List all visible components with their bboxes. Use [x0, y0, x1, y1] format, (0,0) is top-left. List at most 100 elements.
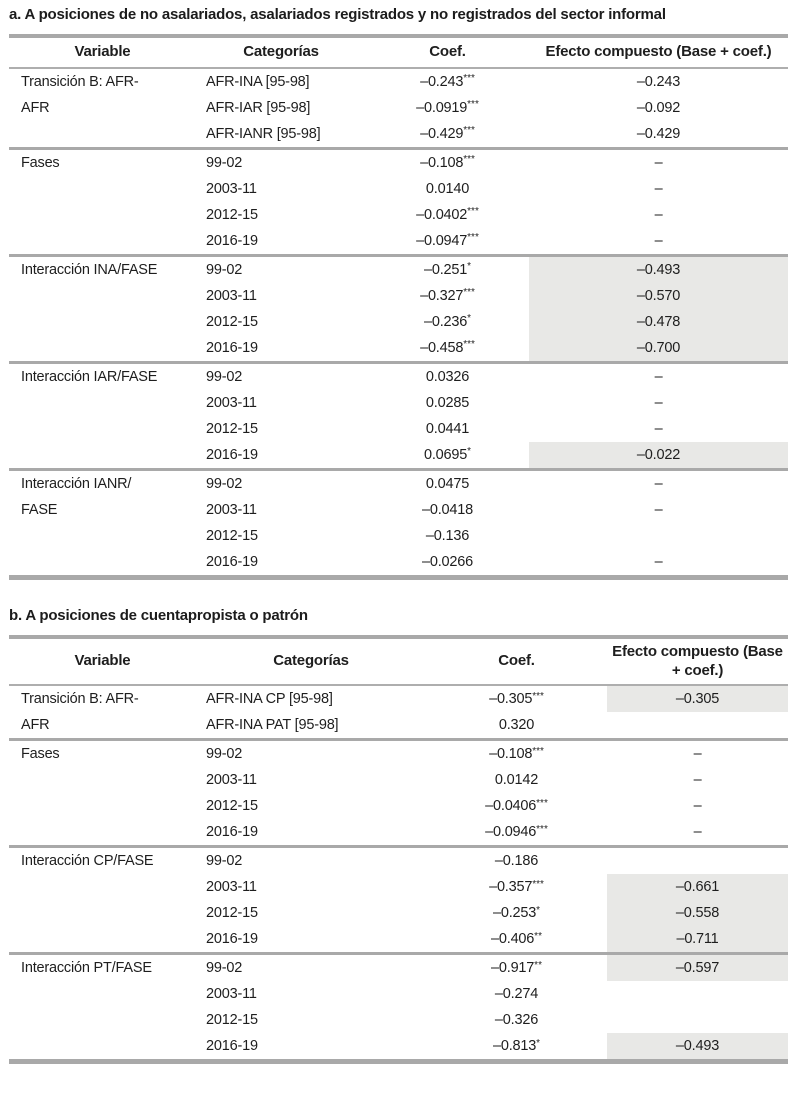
coef-cell: –0.0946***: [426, 819, 607, 847]
variable-cell: Interacción PT/FASE: [9, 952, 196, 1062]
table-row: 2016-19 –0.0947*** –: [9, 228, 788, 256]
variable-cell: Fases: [9, 146, 196, 256]
coef-value: –0.406: [491, 931, 535, 948]
significance-stars: ***: [463, 287, 475, 299]
significance-stars: *: [536, 904, 541, 916]
table-row: Interacción CP/FASE 99-02 –0.186: [9, 845, 788, 954]
column-header-2: Categorías: [196, 634, 426, 687]
coef-cell: –0.327***: [366, 283, 529, 309]
efecto-compuesto-cell: –: [529, 467, 788, 497]
categoria-cell: AFR-INA [95-98]: [206, 73, 310, 90]
table-row: 2012-15 0.0441 –: [9, 416, 788, 442]
table-row: Interacción INA/FASE 99-02 –0.251* –0.493: [9, 253, 788, 363]
table-row: Interacción IANR/ FASE 99-02 0.0475 –: [9, 467, 788, 578]
coef-cell: 0.0140: [366, 176, 529, 202]
column-header-4: Efecto compuesto (Base + coef.): [607, 634, 788, 687]
table-row: Interacción IAR/FASE 99-02 0.0326 –: [9, 360, 788, 470]
table-row: 2003-11 –0.327*** –0.570: [9, 282, 788, 309]
table-row: 2003-11 0.0285 –: [9, 390, 788, 416]
categoria-cell: 2012-15: [206, 420, 258, 437]
table-row: 2003-11 –0.357*** –0.661: [9, 874, 788, 901]
categoria-cell: 99-02: [196, 845, 426, 875]
significance-stars: ***: [463, 154, 475, 166]
efecto-compuesto-cell: –: [654, 180, 663, 197]
coef-value: –0.0406: [485, 798, 537, 815]
coef-value: –0.327: [420, 287, 464, 304]
table-row: 2016-19 –0.813* –0.493: [9, 1033, 788, 1062]
significance-stars: ***: [463, 339, 475, 351]
column-header-3: Coef.: [366, 34, 529, 69]
categoria-cell: 2012-15: [206, 905, 258, 922]
panel-a-title: a. A posiciones de no asalariados, asala…: [9, 6, 666, 23]
column-header-1: Variable: [9, 634, 196, 687]
variable-cell: Fases: [9, 738, 196, 847]
coef-value: –0.253: [492, 905, 537, 922]
coef-cell: –0.186: [426, 845, 607, 875]
variable-cell: Interacción IANR/ FASE: [9, 467, 196, 578]
efecto-compuesto-cell: –0.493: [529, 253, 788, 283]
panel-a-section: a. A posiciones de no asalariados, asala…: [9, 6, 788, 580]
efecto-compuesto-cell: [607, 712, 788, 740]
column-header-4: Efecto compuesto (Base + coef.): [529, 34, 788, 69]
efecto-compuesto-cell: –: [529, 360, 788, 390]
coef-cell: –0.458***: [366, 335, 529, 363]
coef-cell: 0.0695*: [366, 442, 529, 470]
efecto-compuesto-cell: –0.243: [636, 73, 681, 90]
coef-value: 0.0475: [425, 475, 470, 492]
table-row: AFR-INA PAT [95-98] 0.320: [9, 712, 788, 740]
table-row: 2016-19 –0.458*** –0.700: [9, 334, 788, 363]
significance-stars: ***: [467, 206, 479, 218]
coef-value: 0.0140: [425, 180, 470, 197]
column-header-3: Coef.: [426, 634, 607, 687]
significance-stars: ***: [463, 125, 475, 137]
coef-value: –0.243: [420, 73, 464, 90]
categoria-cell: 2016-19: [206, 553, 258, 570]
coef-value: 0.0695: [423, 446, 468, 463]
coef-value: –0.813: [492, 1038, 537, 1055]
coef-value: –0.0947: [416, 232, 468, 249]
panel-b-table: Variable Categorías Coef. Efecto compuesto …: [9, 634, 788, 1065]
categoria-cell: 99-02: [196, 253, 366, 283]
categoria-cell: AFR-INA PAT [95-98]: [206, 717, 339, 734]
categoria-cell: 2012-15: [206, 206, 258, 223]
coef-cell: –0.0919***: [366, 95, 529, 121]
coef-value: –0.917: [491, 960, 535, 977]
efecto-compuesto-cell: –0.597: [607, 952, 788, 982]
coef-cell: –0.236*: [366, 309, 529, 335]
efecto-compuesto-cell: –: [693, 824, 702, 841]
categoria-cell: 2016-19: [206, 232, 258, 249]
efecto-compuesto-cell: –: [607, 738, 788, 768]
table-row: Transición B: AFR- AFR AFR-INA [95-98] –0.…: [9, 68, 788, 116]
table-row: 2012-15 –0.0402*** –: [9, 202, 788, 228]
categoria-cell: 2012-15: [206, 527, 258, 544]
coef-value: –0.458: [420, 339, 464, 356]
table-row: AFR-IAR [95-98] –0.0919*** –0.092: [9, 95, 788, 121]
efecto-compuesto-cell: –0.092: [636, 99, 681, 116]
table-row: 2003-11 –0.274: [9, 981, 788, 1007]
efecto-compuesto-cell: [607, 981, 788, 1007]
categoria-cell: 99-02: [196, 360, 366, 390]
coef-value: –0.357: [489, 879, 533, 896]
table-row: AFR-IANR [95-98] –0.429*** –0.429: [9, 121, 788, 149]
significance-stars: ***: [463, 73, 475, 85]
table-row: 2003-11 0.0140 –: [9, 176, 788, 202]
coef-cell: –0.108***: [366, 146, 529, 176]
coef-value: –0.305: [489, 691, 533, 708]
coef-cell: –0.305***: [426, 685, 607, 712]
coef-value: 0.0441: [425, 420, 470, 437]
coef-value: –0.0402: [416, 206, 468, 223]
categoria-cell: AFR-INA CP [95-98]: [206, 691, 333, 708]
efecto-compuesto-cell: –0.558: [607, 900, 788, 927]
coef-value: 0.0285: [425, 394, 470, 411]
categoria-cell: 2012-15: [206, 1012, 258, 1029]
significance-stars: *: [467, 261, 472, 273]
efecto-compuesto-cell: [607, 845, 788, 875]
table-row: 2016-19 0.0695* –0.022: [9, 441, 788, 470]
table-row: Fases 99-02 –0.108*** –: [9, 146, 788, 256]
categoria-cell: 99-02: [196, 952, 426, 982]
efecto-compuesto-cell: –0.711: [607, 926, 788, 954]
coef-cell: 0.320: [426, 712, 607, 740]
significance-stars: **: [534, 930, 542, 942]
efecto-compuesto-cell: –: [654, 232, 663, 249]
coef-cell: –0.813*: [426, 1033, 607, 1062]
